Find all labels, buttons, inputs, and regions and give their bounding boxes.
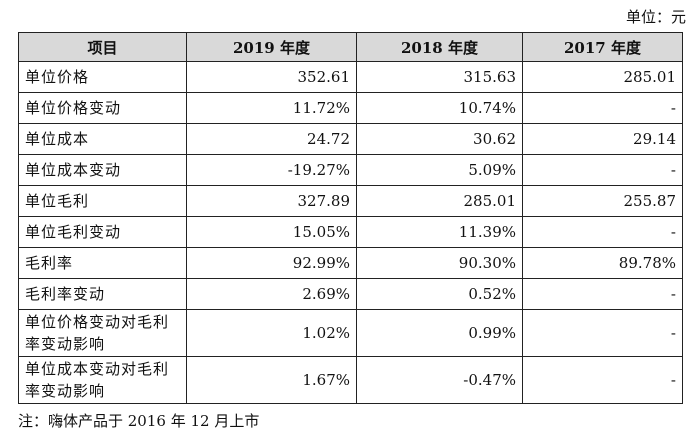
cell-2019: -19.27%: [186, 154, 357, 186]
table-row: 单位价格变动 11.72% 10.74% -: [18, 92, 683, 124]
cell-2017: 255.87: [522, 185, 683, 217]
cell-2018: 10.74%: [356, 92, 523, 124]
table-row: 单位成本变动 -19.27% 5.09% -: [18, 154, 683, 186]
table-row: 毛利率 92.99% 90.30% 89.78%: [18, 247, 683, 279]
cell-2019: 24.72: [186, 123, 357, 155]
table-row: 单位价格 352.61 315.63 285.01: [18, 61, 683, 93]
cell-2017: -: [522, 309, 683, 357]
table-header-row: 项目 2019 年度 2018 年度 2017 年度: [18, 32, 683, 62]
cell-2017: 89.78%: [522, 247, 683, 279]
row-label: 单位毛利: [18, 185, 187, 217]
row-label: 毛利率: [18, 247, 187, 279]
header-2017: 2017 年度: [522, 32, 683, 62]
cell-2018: 11.39%: [356, 216, 523, 248]
cell-2018: 285.01: [356, 185, 523, 217]
cell-2017: -: [522, 356, 683, 404]
table-row: 单位成本变动对毛利率变动影响 1.67% -0.47% -: [18, 356, 683, 404]
table-row: 单位成本 24.72 30.62 29.14: [18, 123, 683, 155]
cell-2017: -: [522, 154, 683, 186]
row-label: 毛利率变动: [18, 278, 187, 310]
cell-2019: 15.05%: [186, 216, 357, 248]
cell-2019: 1.67%: [186, 356, 357, 404]
header-2019: 2019 年度: [186, 32, 357, 62]
header-2018: 2018 年度: [356, 32, 523, 62]
cell-2018: 315.63: [356, 61, 523, 93]
cell-2018: 5.09%: [356, 154, 523, 186]
header-item: 项目: [18, 32, 187, 62]
table-row: 单位价格变动对毛利率变动影响 1.02% 0.99% -: [18, 309, 683, 357]
row-label: 单位成本变动: [18, 154, 187, 186]
cell-2017: -: [522, 92, 683, 124]
table-row: 单位毛利 327.89 285.01 255.87: [18, 185, 683, 217]
cell-2017: 29.14: [522, 123, 683, 155]
cell-2019: 11.72%: [186, 92, 357, 124]
cell-2018: 0.52%: [356, 278, 523, 310]
row-label: 单位价格变动对毛利率变动影响: [18, 309, 187, 357]
cell-2017: 285.01: [522, 61, 683, 93]
row-label: 单位价格变动: [18, 92, 187, 124]
cell-2017: -: [522, 216, 683, 248]
cell-2018: 30.62: [356, 123, 523, 155]
cell-2019: 327.89: [186, 185, 357, 217]
row-label: 单位成本: [18, 123, 187, 155]
cell-2017: -: [522, 278, 683, 310]
cell-2019: 92.99%: [186, 247, 357, 279]
unit-label: 单位：元: [625, 8, 686, 26]
cell-2019: 1.02%: [186, 309, 357, 357]
table-row: 毛利率变动 2.69% 0.52% -: [18, 278, 683, 310]
row-label: 单位毛利变动: [18, 216, 187, 248]
table-row: 单位毛利变动 15.05% 11.39% -: [18, 216, 683, 248]
row-label: 单位成本变动对毛利率变动影响: [18, 356, 187, 404]
cell-2019: 2.69%: [186, 278, 357, 310]
row-label: 单位价格: [18, 61, 187, 93]
cell-2018: 0.99%: [356, 309, 523, 357]
cell-2019: 352.61: [186, 61, 357, 93]
footnote: 注：嗨体产品于 2016 年 12 月上市: [18, 412, 260, 430]
cell-2018: -0.47%: [356, 356, 523, 404]
financial-table: 项目 2019 年度 2018 年度 2017 年度 单位价格 352.61 3…: [18, 32, 683, 404]
cell-2018: 90.30%: [356, 247, 523, 279]
